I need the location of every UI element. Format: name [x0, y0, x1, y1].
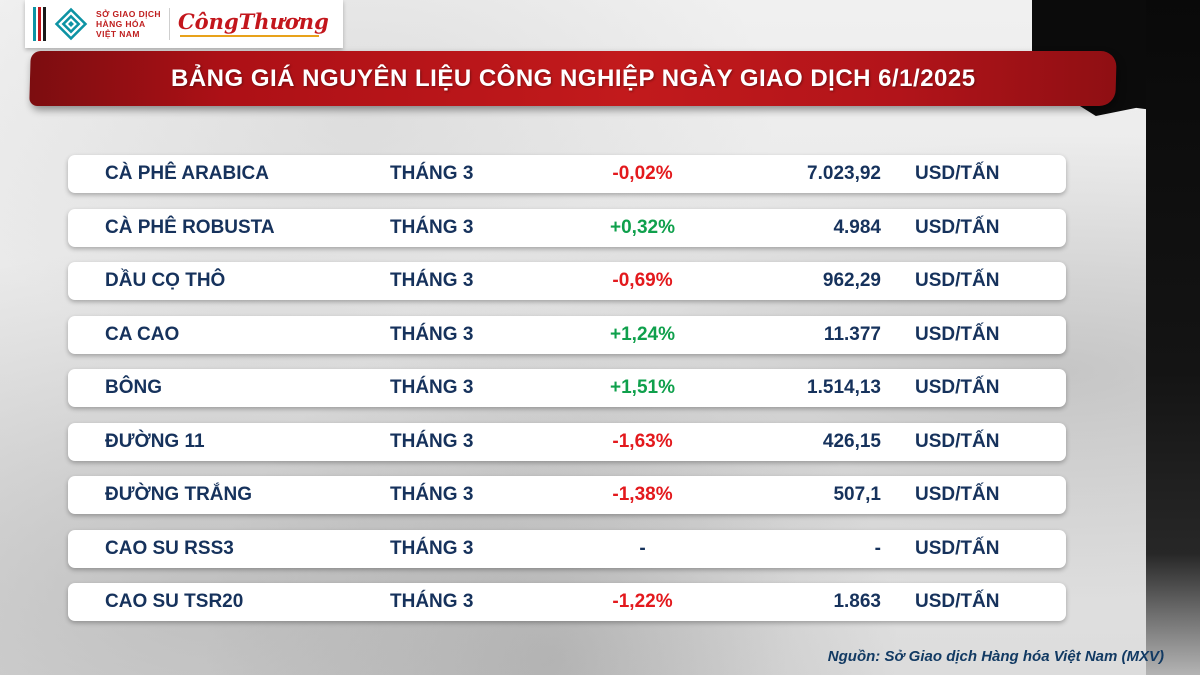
change-percent: -0,69% — [612, 270, 673, 291]
price-unit: USD/TẤN — [915, 377, 1000, 398]
price-value: 1.863 — [833, 591, 881, 612]
table-row: DẦU CỌ THÔ THÁNG 3 -0,69% 962,29 USD/TẤN — [68, 262, 1066, 300]
price-unit: USD/TẤN — [915, 430, 1000, 452]
commodity-name: ĐƯỜNG 11 — [105, 430, 205, 452]
price-unit: USD/TẤN — [915, 270, 1000, 291]
congthuong-logo: CôngThương — [178, 11, 329, 37]
change-percent: +1,51% — [610, 377, 675, 398]
contract-month: THÁNG 3 — [390, 270, 474, 291]
title-banner: BẢNG GIÁ NGUYÊN LIỆU CÔNG NGHIỆP NGÀY GI… — [29, 51, 1117, 106]
logo-divider — [168, 8, 170, 40]
table-row: CAO SU RSS3 THÁNG 3 - - USD/TẤN — [68, 529, 1066, 568]
mxv-logo-icon — [54, 7, 88, 41]
contract-month: THÁNG 3 — [390, 591, 474, 612]
change-percent: +1,24% — [610, 323, 675, 345]
price-value: 426,15 — [822, 430, 881, 452]
contract-month: THÁNG 3 — [390, 430, 474, 452]
commodity-name: ĐƯỜNG TRẮNG — [105, 484, 253, 505]
background-photo-dark-strip — [1146, 0, 1200, 675]
logo-accent-bars — [33, 7, 46, 41]
price-unit: USD/TẤN — [915, 537, 1000, 559]
price-unit: USD/TẤN — [915, 323, 1000, 345]
table-row: CÀ PHÊ ROBUSTA THÁNG 3 +0,32% 4.984 USD/… — [68, 208, 1066, 247]
change-percent: -0,02% — [612, 163, 673, 184]
table-row: CAO SU TSR20 THÁNG 3 -1,22% 1.863 USD/TẤ… — [68, 583, 1066, 621]
table-row: BÔNG THÁNG 3 +1,51% 1.514,13 USD/TẤN — [68, 369, 1066, 407]
contract-month: THÁNG 3 — [390, 377, 474, 398]
price-value: 4.984 — [833, 216, 881, 238]
price-value: 1.514,13 — [807, 377, 881, 398]
change-percent: -1,22% — [612, 591, 673, 612]
table-row: ĐƯỜNG 11 THÁNG 3 -1,63% 426,15 USD/TẤN — [68, 422, 1066, 461]
commodity-name: DẦU CỌ THÔ — [105, 270, 226, 291]
commodity-name: CAO SU RSS3 — [105, 537, 234, 559]
page-title: BẢNG GIÁ NGUYÊN LIỆU CÔNG NGHIỆP NGÀY GI… — [170, 64, 976, 92]
mxv-logo-text: SỞ GIAO DỊCH HÀNG HÓA VIỆT NAM — [96, 8, 161, 40]
table-row: CA CAO THÁNG 3 +1,24% 11.377 USD/TẤN — [68, 315, 1066, 354]
price-unit: USD/TẤN — [915, 591, 1000, 612]
logo-panel: SỞ GIAO DỊCH HÀNG HÓA VIỆT NAM CôngThươn… — [25, 0, 343, 48]
contract-month: THÁNG 3 — [390, 323, 474, 345]
contract-month: THÁNG 3 — [390, 216, 474, 238]
price-value: 11.377 — [823, 323, 881, 345]
commodity-name: CÀ PHÊ ARABICA — [105, 163, 269, 184]
price-table: CÀ PHÊ ARABICA THÁNG 3 -0,02% 7.023,92 U… — [68, 155, 1066, 637]
contract-month: THÁNG 3 — [390, 537, 474, 559]
contract-month: THÁNG 3 — [390, 163, 474, 184]
contract-month: THÁNG 3 — [390, 484, 474, 505]
price-unit: USD/TẤN — [915, 216, 1000, 238]
change-percent: -1,38% — [612, 484, 673, 505]
table-row: CÀ PHÊ ARABICA THÁNG 3 -0,02% 7.023,92 U… — [68, 155, 1066, 193]
price-unit: USD/TẤN — [915, 484, 1000, 505]
price-value: - — [874, 537, 881, 559]
source-note: Nguồn: Sở Giao dịch Hàng hóa Việt Nam (M… — [827, 648, 1164, 665]
change-percent: +0,32% — [610, 216, 675, 238]
price-unit: USD/TẤN — [915, 163, 1000, 184]
table-row: ĐƯỜNG TRẮNG THÁNG 3 -1,38% 507,1 USD/TẤN — [68, 476, 1066, 514]
price-value: 7.023,92 — [807, 163, 881, 184]
commodity-name: CÀ PHÊ ROBUSTA — [105, 216, 275, 238]
commodity-name: BÔNG — [105, 377, 162, 398]
change-percent: -1,63% — [612, 430, 673, 452]
change-percent: - — [639, 537, 646, 559]
price-value: 507,1 — [833, 484, 881, 505]
commodity-name: CAO SU TSR20 — [105, 591, 244, 612]
price-value: 962,29 — [822, 270, 881, 291]
commodity-name: CA CAO — [105, 323, 180, 345]
